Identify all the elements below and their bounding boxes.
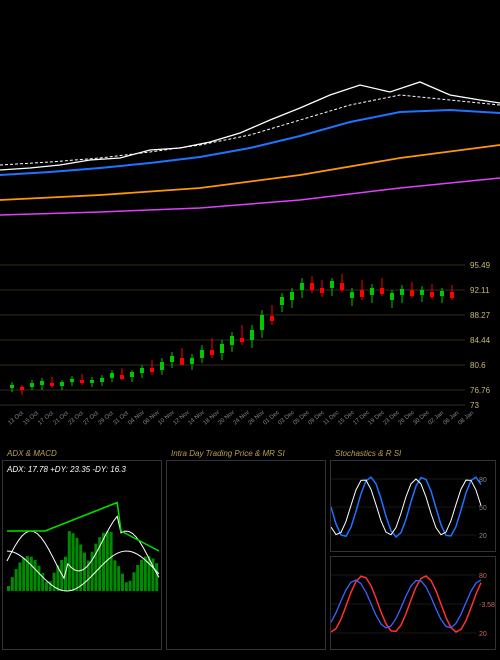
- svg-text:80.6: 80.6: [470, 361, 486, 370]
- svg-text:13 Oct: 13 Oct: [7, 410, 25, 426]
- svg-text:95.49: 95.49: [470, 261, 491, 270]
- adx-panel: ADX & MACD ADX: 17.78 +DY: 23.35 -DY: 16…: [2, 460, 162, 650]
- svg-text:06 Jan: 06 Jan: [442, 410, 460, 426]
- svg-text:92.11: 92.11: [470, 286, 490, 295]
- svg-text:20: 20: [479, 631, 487, 638]
- svg-text:11 Dec: 11 Dec: [322, 410, 340, 427]
- svg-text:20: 20: [479, 533, 487, 540]
- svg-text:02 Jan: 02 Jan: [427, 410, 445, 426]
- svg-text:84.44: 84.44: [470, 336, 491, 345]
- svg-text:50: 50: [479, 505, 487, 512]
- svg-text:80: 80: [479, 573, 487, 580]
- intraday-panel: Intra Day Trading Price & MR SI: [166, 460, 326, 650]
- svg-text:15 Oct: 15 Oct: [22, 410, 40, 426]
- ema-chart: [0, 0, 500, 235]
- svg-text:76.76: 76.76: [470, 386, 491, 395]
- adx-status: ADX: 17.78 +DY: 23.35 -DY: 16.3: [7, 465, 126, 474]
- svg-text:23 Oct: 23 Oct: [67, 410, 85, 426]
- svg-text:27 Oct: 27 Oct: [82, 410, 100, 426]
- svg-text:29 Oct: 29 Oct: [97, 410, 115, 426]
- stochastic-panel-top: Stochastics & R SI 805020: [330, 460, 496, 552]
- stoch-title: Stochastics & R SI: [335, 449, 401, 458]
- svg-text:73: 73: [470, 401, 479, 410]
- svg-text:21 Oct: 21 Oct: [52, 410, 70, 426]
- svg-text:08 Jan: 08 Jan: [457, 410, 475, 426]
- candlestick-chart: 95.49 92.11 88.27 84.44 80.6 76.76 73 13 Oct15 …: [0, 250, 500, 430]
- adx-title: ADX & MACD: [7, 449, 57, 458]
- intra-title: Intra Day Trading Price & MR SI: [171, 449, 285, 458]
- svg-text:31 Oct: 31 Oct: [112, 410, 130, 426]
- stochastic-panel-bottom: 80 -3.58 20: [330, 556, 496, 650]
- svg-text:-3.58: -3.58: [479, 602, 495, 609]
- svg-text:88.27: 88.27: [470, 311, 491, 320]
- svg-text:17 Oct: 17 Oct: [37, 410, 55, 426]
